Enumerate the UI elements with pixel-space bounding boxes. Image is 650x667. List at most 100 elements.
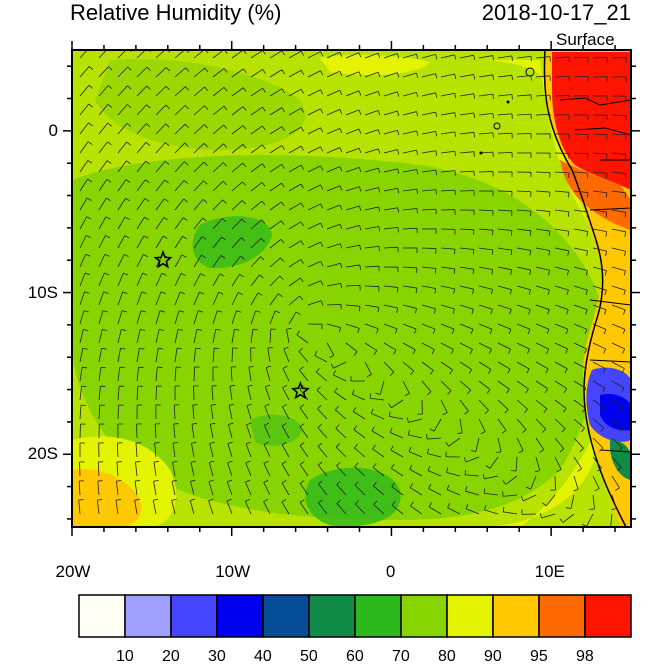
star-marker bbox=[290, 381, 311, 400]
wind-barb bbox=[250, 310, 256, 325]
wind-barb bbox=[155, 348, 159, 363]
wind-barb bbox=[383, 91, 398, 97]
wind-barb bbox=[173, 424, 176, 439]
wind-barb-flag bbox=[426, 391, 432, 396]
wind-barb bbox=[573, 323, 588, 330]
wind-barb bbox=[535, 380, 548, 390]
wind-barb-flag bbox=[242, 144, 247, 149]
wind-barb bbox=[117, 329, 122, 344]
wind-barb bbox=[345, 52, 360, 59]
wind-barb-flag bbox=[281, 442, 287, 446]
wind-barb-flag bbox=[138, 366, 144, 369]
wind-barb bbox=[352, 393, 366, 401]
wind-barb bbox=[554, 266, 569, 271]
wind-barb-flag bbox=[473, 93, 476, 99]
wind-barb-flag bbox=[229, 403, 235, 406]
wind-barb-flag bbox=[428, 502, 432, 507]
wind-barb bbox=[269, 220, 282, 230]
wind-barb-flag bbox=[160, 291, 166, 295]
wind-barb-flag bbox=[209, 460, 215, 463]
wind-barb-flag bbox=[199, 291, 205, 295]
wind-barb bbox=[345, 264, 360, 268]
wind-barb-flag bbox=[621, 387, 625, 393]
wind-barb bbox=[535, 75, 550, 78]
wind-barb bbox=[459, 380, 471, 391]
wind-barb-flag bbox=[620, 407, 624, 413]
wind-barb-flag bbox=[511, 75, 513, 81]
wind-barb-flag bbox=[556, 469, 562, 473]
wind-barb bbox=[364, 226, 379, 230]
wind-barb-flag bbox=[81, 385, 87, 388]
wind-barb bbox=[307, 203, 321, 211]
wind-barb bbox=[231, 106, 244, 116]
wind-barb-flag bbox=[300, 145, 304, 151]
wind-barb-flag bbox=[163, 235, 168, 239]
wind-barb-flag bbox=[161, 272, 167, 276]
wind-barb-flag bbox=[239, 273, 244, 278]
wind-barb bbox=[269, 257, 281, 268]
wind-barb bbox=[98, 404, 101, 420]
wind-barb-flag bbox=[544, 388, 548, 394]
wind-barb bbox=[317, 464, 328, 477]
wind-barb bbox=[516, 190, 532, 193]
wind-barb bbox=[478, 228, 493, 231]
wind-barb-flag bbox=[146, 104, 151, 109]
wind-barb bbox=[364, 265, 380, 268]
wind-barb bbox=[283, 348, 290, 363]
wind-barb-flag bbox=[227, 479, 233, 483]
wind-barb bbox=[383, 53, 398, 59]
wind-barb bbox=[212, 329, 217, 344]
wind-barb-flag bbox=[373, 350, 378, 355]
wind-barb-flag bbox=[217, 310, 223, 313]
wind-barb bbox=[459, 247, 474, 250]
wind-barb-flag bbox=[140, 310, 146, 313]
colorbar-swatch bbox=[354, 594, 402, 638]
wind-barb-flag bbox=[427, 448, 430, 454]
wind-barb-flag bbox=[473, 132, 475, 138]
wind-barb bbox=[478, 342, 492, 350]
wind-barb-flag bbox=[585, 289, 588, 295]
wind-barb-flag bbox=[358, 71, 362, 77]
wind-barb-flag bbox=[541, 428, 547, 433]
wind-barb bbox=[250, 292, 259, 306]
wind-barb-flag bbox=[228, 422, 234, 425]
wind-barb-flag bbox=[339, 109, 343, 115]
wind-barb bbox=[174, 291, 181, 306]
wind-barb bbox=[79, 160, 89, 173]
wind-barb bbox=[288, 183, 302, 192]
wind-barb bbox=[421, 208, 436, 211]
wind-barb-flag bbox=[215, 328, 221, 331]
wind-barb-flag bbox=[624, 212, 627, 218]
colorbar-label: 30 bbox=[208, 648, 226, 665]
wind-barb bbox=[372, 467, 385, 477]
wind-barb-flag bbox=[397, 207, 400, 213]
wind-barb-flag bbox=[281, 69, 285, 75]
wind-barb-flag bbox=[143, 235, 149, 239]
wind-barb bbox=[573, 209, 588, 213]
wind-barb bbox=[317, 408, 328, 420]
wind-barb-flag bbox=[415, 288, 418, 294]
wind-barb bbox=[211, 386, 214, 401]
wind-barb bbox=[193, 236, 203, 249]
wind-barb bbox=[288, 221, 302, 230]
wind-barb-flag bbox=[126, 141, 131, 146]
wind-barb bbox=[117, 50, 127, 59]
wind-barb bbox=[478, 304, 493, 310]
wind-barb bbox=[516, 94, 531, 97]
wind-barb-flag bbox=[107, 141, 112, 146]
wind-barb bbox=[573, 456, 582, 469]
wind-barb bbox=[554, 209, 569, 213]
wind-barb-flag bbox=[604, 270, 607, 276]
wind-barb bbox=[345, 244, 360, 249]
plot-frame bbox=[71, 49, 632, 528]
wind-barb bbox=[478, 209, 494, 211]
wind-barb-flag bbox=[623, 309, 626, 315]
wind-barb bbox=[231, 292, 239, 306]
wind-barb-flag bbox=[145, 160, 150, 165]
wind-barb-flag bbox=[182, 217, 188, 221]
wind-barb-flag bbox=[300, 70, 305, 75]
wind-barb-flag bbox=[320, 261, 324, 267]
wind-barb-flag bbox=[140, 328, 146, 331]
wind-barb bbox=[326, 303, 342, 306]
wind-barb-flag bbox=[282, 365, 288, 369]
